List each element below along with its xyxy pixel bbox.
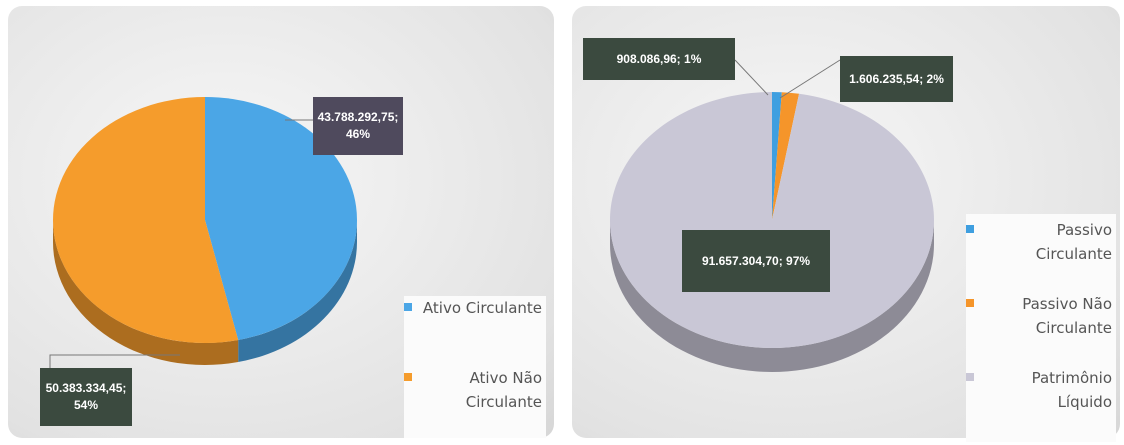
pie-slice-side [610,220,934,372]
legend-label: Patrimônio Líquido [1031,369,1112,411]
data-label: 1.606.235,54; 2% [840,56,953,102]
data-label: 91.657.304,70; 97% [682,230,830,292]
data-label: 50.383.334,45; 54% [40,368,132,426]
legend [966,214,1116,442]
pie-slice [53,96,239,343]
legend-item: Patrimônio Líquido [966,366,1112,414]
legend-item: Ativo Circulante [404,296,542,320]
legend-swatch [966,373,974,381]
pie-slice [772,92,782,220]
legend-swatch [404,373,412,381]
legend-label: Passivo Circulante [1035,221,1112,263]
legend [404,296,546,438]
leader-line [779,59,841,99]
leader-line [734,59,769,96]
pie-slice-side [238,220,357,363]
legend-item: Passivo Não Circulante [966,292,1112,340]
data-label: 43.788.292,75; 46% [313,97,403,155]
data-label: 908.086,96; 1% [583,38,735,80]
pie-slice [205,97,358,341]
legend-label: Ativo Não Circulante [465,369,542,411]
pie-slice [772,92,800,220]
legend-label: Passivo Não Circulante [1022,295,1112,337]
pie-slice [610,92,934,349]
legend-item: Passivo Circulante [966,218,1112,266]
leader-line [49,354,180,368]
legend-item: Ativo Não Circulante [404,366,542,414]
legend-swatch [404,303,412,311]
legend-label: Ativo Circulante [422,299,542,317]
legend-swatch [966,299,974,307]
legend-swatch [966,225,974,233]
pie-slice-side [53,220,239,365]
